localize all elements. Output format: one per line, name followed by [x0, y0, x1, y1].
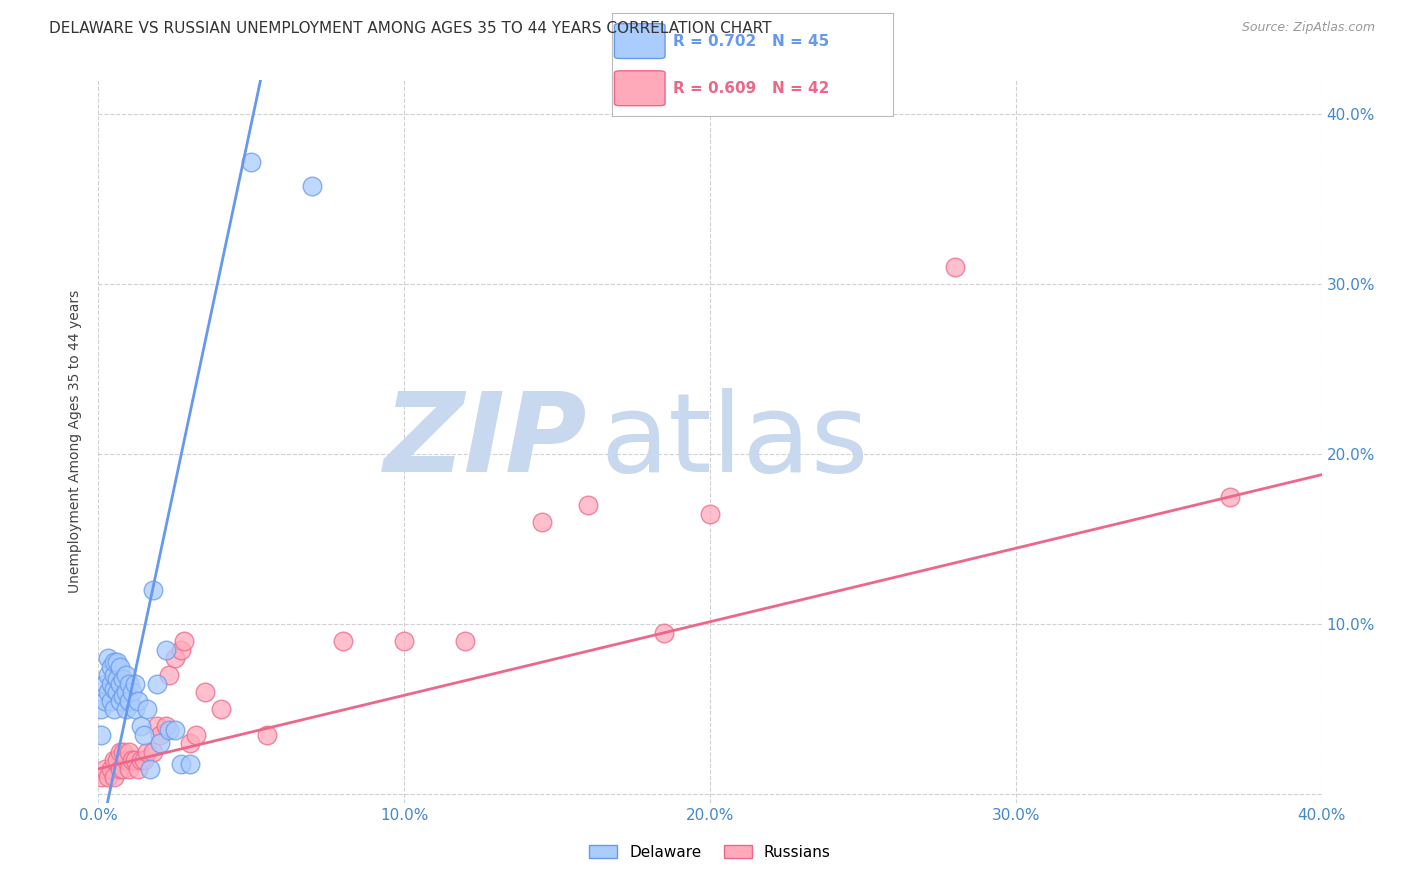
Point [256, 728, 278, 742]
Point [179, 736, 201, 750]
Point [134, 728, 156, 742]
Point [1219, 490, 1241, 504]
Point [124, 702, 146, 716]
Point [103, 655, 125, 669]
Point [103, 702, 125, 716]
Point [136, 745, 159, 759]
Point [105, 685, 128, 699]
Point [157, 723, 180, 737]
Point [142, 583, 165, 598]
Point [103, 753, 125, 767]
Point [170, 756, 193, 771]
Point [97, 651, 120, 665]
Point [129, 753, 152, 767]
Point [145, 719, 167, 733]
Point [111, 689, 134, 703]
Point [157, 668, 180, 682]
Point [90, 702, 112, 716]
Text: R = 0.609   N = 42: R = 0.609 N = 42 [673, 81, 830, 95]
Point [127, 694, 149, 708]
Point [118, 694, 141, 708]
Point [105, 753, 128, 767]
Point [118, 762, 141, 776]
Point [111, 762, 134, 776]
Point [179, 756, 201, 771]
Point [115, 753, 138, 767]
Text: atlas: atlas [600, 388, 869, 495]
Text: ZIP: ZIP [384, 388, 588, 495]
Point [108, 745, 131, 759]
Point [105, 655, 128, 669]
Point [111, 745, 134, 759]
Point [108, 660, 131, 674]
Point [149, 728, 172, 742]
Point [301, 178, 323, 193]
Text: R = 0.702   N = 45: R = 0.702 N = 45 [673, 34, 830, 48]
Point [93, 762, 115, 776]
Point [124, 753, 146, 767]
Point [240, 154, 263, 169]
Point [124, 677, 146, 691]
Point [97, 668, 120, 682]
Point [97, 770, 120, 784]
Point [145, 677, 167, 691]
Point [194, 685, 217, 699]
Point [93, 694, 115, 708]
Point [121, 685, 143, 699]
Point [115, 668, 138, 682]
Point [118, 745, 141, 759]
Point [943, 260, 966, 275]
Point [155, 719, 177, 733]
Point [103, 681, 125, 696]
Point [103, 668, 125, 682]
Point [134, 753, 156, 767]
Point [209, 702, 232, 716]
FancyBboxPatch shape [614, 70, 665, 106]
Point [115, 702, 138, 716]
Point [576, 498, 599, 512]
Point [186, 728, 208, 742]
Point [530, 516, 553, 530]
Point [93, 677, 115, 691]
Point [108, 677, 131, 691]
Point [100, 660, 122, 674]
Point [108, 762, 131, 776]
Point [139, 762, 162, 776]
Point [155, 642, 177, 657]
Point [103, 770, 125, 784]
Point [332, 634, 354, 648]
Point [115, 685, 138, 699]
Point [173, 634, 195, 648]
Point [163, 651, 186, 665]
Point [118, 677, 141, 691]
Text: DELAWARE VS RUSSIAN UNEMPLOYMENT AMONG AGES 35 TO 44 YEARS CORRELATION CHART: DELAWARE VS RUSSIAN UNEMPLOYMENT AMONG A… [49, 21, 772, 37]
Point [392, 634, 416, 648]
Point [108, 694, 131, 708]
Point [111, 672, 134, 686]
Point [136, 702, 159, 716]
Point [699, 507, 721, 521]
Point [105, 672, 128, 686]
Point [97, 685, 120, 699]
Y-axis label: Unemployment Among Ages 35 to 44 years: Unemployment Among Ages 35 to 44 years [69, 290, 83, 593]
Text: Source: ZipAtlas.com: Source: ZipAtlas.com [1241, 21, 1375, 35]
Point [100, 762, 122, 776]
Point [100, 677, 122, 691]
Point [90, 728, 112, 742]
Point [149, 736, 172, 750]
Legend: Delaware, Russians: Delaware, Russians [582, 837, 838, 867]
Point [142, 745, 165, 759]
Point [121, 753, 143, 767]
FancyBboxPatch shape [614, 24, 665, 59]
Point [100, 694, 122, 708]
Point [170, 642, 193, 657]
Point [127, 762, 149, 776]
Point [129, 719, 152, 733]
Point [652, 625, 675, 640]
Point [454, 634, 477, 648]
Point [90, 770, 112, 784]
Point [163, 723, 186, 737]
